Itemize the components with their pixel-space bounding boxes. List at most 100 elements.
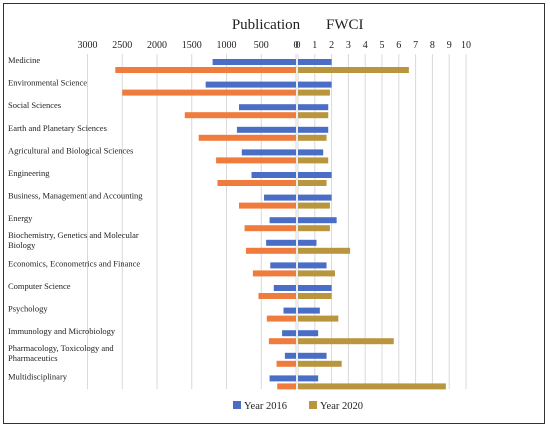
publication-bar-2016-multidisciplinary bbox=[269, 375, 296, 382]
tick-label-fwci-4: 4 bbox=[363, 40, 368, 51]
tick-label-fwci-9: 9 bbox=[447, 40, 452, 51]
publication-bar-2020-energy bbox=[244, 225, 296, 232]
publication-bar-2020-multidisciplinary bbox=[277, 383, 296, 390]
fwci-bar-2016-agricultural-and-biological-sciences bbox=[298, 149, 324, 156]
category-label-economics-econometrics-and-finance: Economics, Econometrics and Finance bbox=[8, 258, 140, 268]
fwci-bar-2016-energy bbox=[298, 217, 337, 224]
publication-bar-2016-social-sciences bbox=[239, 104, 296, 111]
fwci-bar-2020-multidisciplinary bbox=[298, 383, 446, 390]
tick-label-fwci-7: 7 bbox=[413, 40, 418, 51]
publication-bar-2016-environmental-science bbox=[205, 81, 296, 88]
publication-bar-2016-energy bbox=[269, 217, 296, 224]
fwci-bar-2020-medicine bbox=[298, 67, 409, 73]
category-label-business-management-and-accounting: Business, Management and Accounting bbox=[8, 191, 143, 201]
publication-bar-2016-biochemistry-genetics-and-molecular-biology bbox=[266, 239, 296, 246]
publication-bar-2016-engineering bbox=[251, 172, 296, 178]
publication-bar-2020-agricultural-and-biological-sciences bbox=[216, 157, 296, 164]
tick-label-fwci-1: 1 bbox=[312, 40, 317, 51]
tick-label-publication-2000: 2000 bbox=[147, 40, 167, 51]
fwci-bar-2020-environmental-science bbox=[298, 89, 330, 96]
publication-bar-2020-social-sciences bbox=[184, 112, 296, 119]
fwci-bar-2020-business-management-and-accounting bbox=[298, 202, 330, 209]
tick-label-fwci-8: 8 bbox=[430, 40, 435, 51]
category-label-pharmacology-toxicology-and-pharmaceutics: Pharmacology, Toxicology and Pharmaceutic… bbox=[8, 343, 114, 363]
tick-label-publication-1500: 1500 bbox=[182, 40, 202, 51]
tick-label-fwci-2: 2 bbox=[329, 40, 334, 51]
fwci-bar-2020-social-sciences bbox=[298, 112, 329, 119]
fwci-bar-2020-engineering bbox=[298, 180, 327, 186]
publication-bar-2016-agricultural-and-biological-sciences bbox=[241, 149, 296, 156]
tick-label-publication-500: 500 bbox=[254, 40, 269, 51]
fwci-bar-2016-environmental-science bbox=[298, 81, 332, 88]
publication-bar-2016-pharmacology-toxicology-and-pharmaceutics bbox=[284, 352, 296, 359]
chart-svg: 3000 2500 2000 1500 1000 500 00 1 2 3 4 5 6 7 8 9 10Medi… bbox=[8, 17, 471, 412]
publication-bar-2020-biochemistry-genetics-and-molecular-biology bbox=[245, 247, 296, 254]
publication-bar-2020-medicine bbox=[115, 67, 296, 73]
publication-bar-2020-immunology-and-microbiology bbox=[268, 338, 296, 345]
legend-label-year-2020: Year 2020 bbox=[320, 401, 363, 412]
fwci-bar-2016-psychology bbox=[298, 307, 320, 314]
publication-bar-2020-computer-science bbox=[258, 293, 296, 299]
tick-label-publication-3000: 3000 bbox=[78, 40, 98, 51]
category-label-psychology: Psychology bbox=[8, 304, 48, 314]
publication-bar-2020-economics-econometrics-and-finance bbox=[252, 270, 296, 277]
category-label-environmental-science: Environmental Science bbox=[8, 78, 87, 88]
legend-swatch-year-2020 bbox=[309, 401, 317, 409]
publication-bar-2020-psychology bbox=[266, 315, 296, 322]
legend: Year 2016 Year 2020 bbox=[233, 401, 363, 412]
category-label-engineering: Engineering bbox=[8, 168, 50, 178]
fwci-bar-2020-computer-science bbox=[298, 293, 332, 299]
chart-frame: 3000 2500 2000 1500 1000 500 0 0 1 2 3 4 5 6 7 8 9 10 Medi… bbox=[3, 3, 545, 424]
fwci-bar-2020-energy bbox=[298, 225, 330, 232]
fwci-bar-2016-economics-econometrics-and-finance bbox=[298, 262, 327, 269]
tick-label-fwci-5: 5 bbox=[380, 40, 385, 51]
tick-label-publication-0: 0 bbox=[294, 40, 299, 51]
category-label-immunology-and-microbiology: Immunology and Microbiology bbox=[8, 326, 116, 336]
category-label-earth-and-planetary-sciences: Earth and Planetary Sciences bbox=[8, 123, 107, 133]
tick-label-fwci-3: 3 bbox=[346, 40, 351, 51]
fwci-bar-2020-economics-econometrics-and-finance bbox=[298, 270, 335, 277]
fwci-bar-2016-earth-and-planetary-sciences bbox=[298, 126, 329, 133]
publication-bar-2016-computer-science bbox=[273, 285, 296, 291]
fwci-bar-2020-earth-and-planetary-sciences bbox=[298, 134, 327, 141]
legend-swatch-year-2016 bbox=[233, 401, 241, 409]
fwci-bar-2020-psychology bbox=[298, 315, 339, 322]
tick-label-fwci-10: 10 bbox=[461, 40, 471, 51]
publication-bar-2020-earth-and-planetary-sciences bbox=[198, 134, 296, 141]
tick-label-fwci-0: 0 bbox=[296, 40, 301, 51]
fwci-bar-2016-medicine bbox=[298, 59, 332, 65]
category-label-multidisciplinary: Multidisciplinary bbox=[8, 371, 68, 381]
fwci-bar-2016-business-management-and-accounting bbox=[298, 194, 332, 201]
publication-bar-2020-business-management-and-accounting bbox=[239, 202, 296, 209]
tick-label-publication-2500: 2500 bbox=[112, 40, 132, 51]
publication-bar-2020-environmental-science bbox=[122, 89, 296, 96]
fwci-bar-2016-multidisciplinary bbox=[298, 375, 319, 382]
publication-bar-2016-medicine bbox=[212, 59, 296, 65]
publication-bar-2016-business-management-and-accounting bbox=[264, 194, 296, 201]
publication-bar-2016-psychology bbox=[283, 307, 296, 314]
tick-label-publication-1000: 1000 bbox=[217, 40, 237, 51]
category-label-agricultural-and-biological-sciences: Agricultural and Biological Sciences bbox=[8, 145, 133, 155]
category-label-social-sciences: Social Sciences bbox=[8, 100, 61, 110]
fwci-bar-2020-agricultural-and-biological-sciences bbox=[298, 157, 329, 164]
tick-label-fwci-6: 6 bbox=[396, 40, 401, 51]
fwci-bar-2016-immunology-and-microbiology bbox=[298, 330, 319, 337]
fwci-bar-2020-pharmacology-toxicology-and-pharmaceutics bbox=[298, 360, 342, 367]
fwci-panel-title: FWCI bbox=[326, 17, 364, 33]
fwci-bar-2020-biochemistry-genetics-and-molecular-biology bbox=[298, 247, 351, 254]
category-label-biochemistry-genetics-and-molecular-biology: Biochemistry, Genetics and Molecular Biol… bbox=[8, 230, 139, 250]
publication-bar-2020-engineering bbox=[217, 180, 296, 186]
fwci-bar-2016-biochemistry-genetics-and-molecular-biology bbox=[298, 239, 317, 246]
legend-label-year-2016: Year 2016 bbox=[244, 401, 287, 412]
publication-panel-title: Publication bbox=[232, 17, 301, 33]
category-label-energy: Energy bbox=[8, 213, 33, 223]
fwci-bar-2016-social-sciences bbox=[298, 104, 329, 111]
fwci-bar-2016-computer-science bbox=[298, 285, 332, 291]
publication-bar-2016-immunology-and-microbiology bbox=[282, 330, 296, 337]
fwci-bar-2016-engineering bbox=[298, 172, 332, 178]
publication-bar-2020-pharmacology-toxicology-and-pharmaceutics bbox=[276, 360, 296, 367]
publication-bar-2016-earth-and-planetary-sciences bbox=[236, 126, 296, 133]
publication-bar-2016-economics-econometrics-and-finance bbox=[270, 262, 296, 269]
fwci-bar-2016-pharmacology-toxicology-and-pharmaceutics bbox=[298, 352, 327, 359]
category-label-medicine: Medicine bbox=[8, 55, 40, 65]
